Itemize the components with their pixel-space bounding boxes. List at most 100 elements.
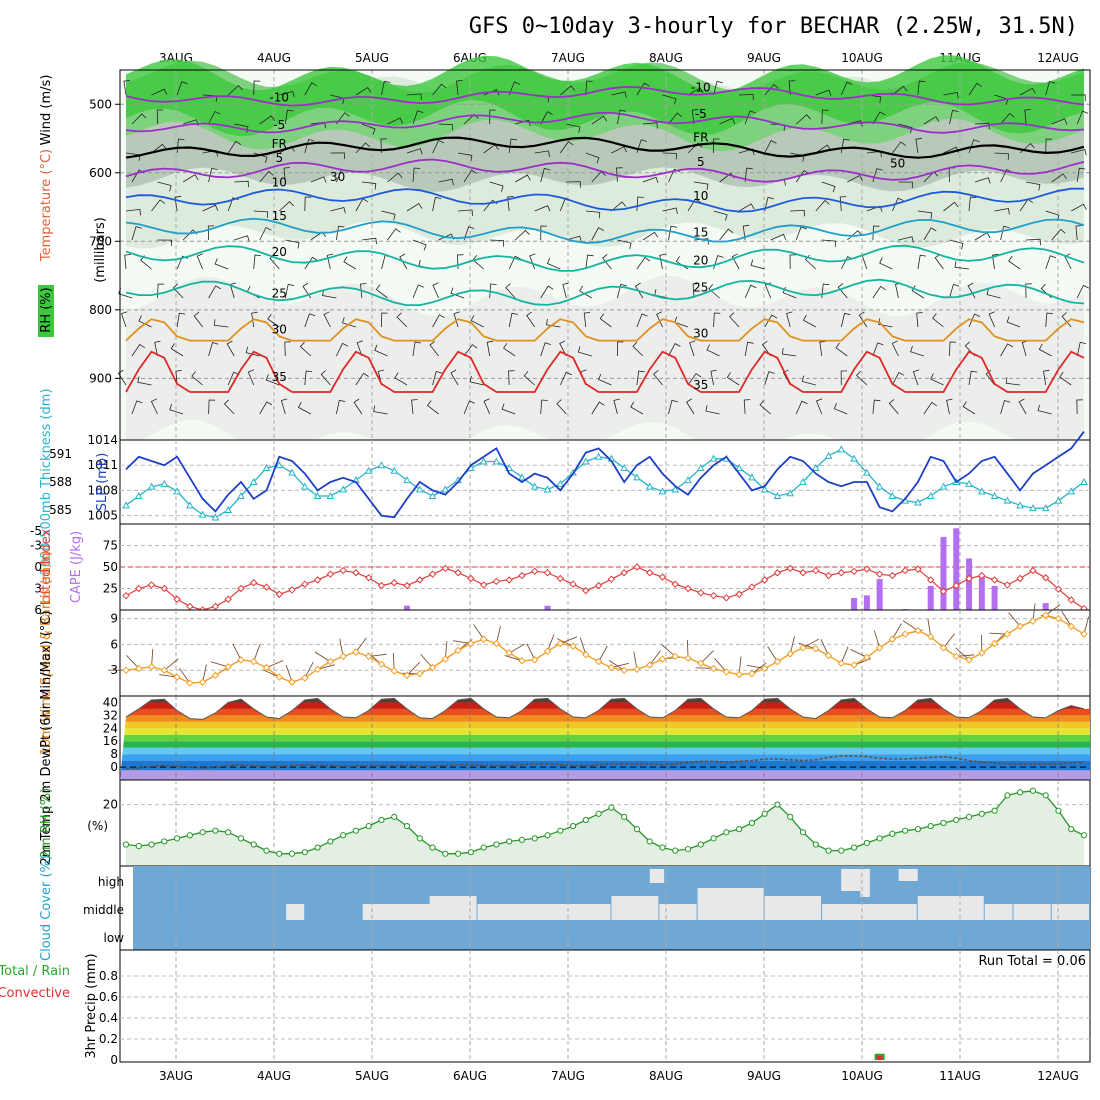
cloud-high-bar-16 <box>860 869 870 897</box>
thickness-point-52 <box>786 489 795 497</box>
cape-tick-2: 75 <box>103 539 118 553</box>
thickness-point-67 <box>977 487 986 495</box>
rh2m-tick-0: 20 <box>103 798 118 812</box>
wind-barb-443 <box>759 400 771 415</box>
cape-bar-65 <box>953 528 960 610</box>
wind-barb-379 <box>1076 341 1087 357</box>
wind-barb-18 <box>585 80 593 96</box>
wind-barb-168 <box>534 205 551 212</box>
wind-barb-383 <box>191 371 203 386</box>
wind-barb-260 <box>934 253 944 270</box>
rh2m-point-0 <box>122 841 130 848</box>
wind-barb-19 <box>611 91 627 98</box>
rh2m-point-44 <box>684 846 692 853</box>
wind-barb-107 <box>915 137 922 154</box>
wind10m-point-72 <box>1041 611 1050 619</box>
thickness-point-0 <box>122 501 130 509</box>
thickness-point-25 <box>441 485 450 493</box>
wind-barb-357 <box>503 342 516 357</box>
wind-barb-341 <box>1061 312 1072 328</box>
wind-barb-425 <box>297 401 311 415</box>
slp-axis-label: SLP (mb) <box>95 453 110 512</box>
wind-barb-328 <box>729 312 740 328</box>
wind-barb-13 <box>456 80 463 96</box>
dewpoint-line <box>125 754 1085 770</box>
temperature-contour-label-2-1: FR <box>693 130 708 144</box>
wind-barb-280 <box>489 283 497 299</box>
rh2m-point-69 <box>1004 792 1011 799</box>
rh2m-point-65 <box>953 816 960 824</box>
temperature-contour-label-1-1: -5 <box>695 107 707 121</box>
rh2m-point-9 <box>237 835 245 842</box>
wind-barb-261 <box>954 261 970 270</box>
lifted-index-point-67 <box>978 571 986 580</box>
temperature-contour-3 <box>125 158 1085 183</box>
rh2m-point-71 <box>1029 787 1037 794</box>
cloud-high-label: high <box>98 875 124 889</box>
wind-barb-437 <box>613 398 620 415</box>
temperature-contour-2 <box>125 136 1085 159</box>
wind-barb-259 <box>917 254 927 270</box>
wind-barb-118 <box>234 180 249 188</box>
wind-barb-304 <box>120 311 128 328</box>
wind-barb-372 <box>891 340 899 357</box>
wind-barb-70 <box>949 109 959 125</box>
slp-axes: 1005 1008 1011 1014 585 588 591 <box>49 433 118 523</box>
wind-barb-93 <box>559 141 574 154</box>
wind10m-point-2 <box>147 663 156 671</box>
lifted-index-point-46 <box>709 591 718 600</box>
wind-barb-364 <box>689 340 696 357</box>
rh2m-axis: 20 (%) <box>87 798 118 833</box>
wind-barb-451 <box>962 401 976 415</box>
cloud-low-label: low <box>104 931 125 945</box>
cloud-grid <box>175 866 1059 950</box>
wind-barb-389 <box>355 372 369 386</box>
wind10m-point-34 <box>556 639 565 648</box>
wind-barb-393 <box>450 369 459 386</box>
thickness-point-33 <box>543 485 552 493</box>
slp-line <box>125 431 1085 519</box>
precip-axis: 0 0.2 0.4 0.6 0.8 <box>99 969 118 1067</box>
wind10m-barb-14 <box>304 661 314 679</box>
wind-barb-346 <box>226 340 235 357</box>
temperature-contour-label-4-0: 10 <box>272 175 287 189</box>
rh2m-point-55 <box>825 847 832 854</box>
wind-barb-158 <box>279 201 294 212</box>
wind-barb-152 <box>125 208 141 216</box>
temperature-contour-4 <box>125 187 1084 213</box>
wind-barb-391 <box>394 372 408 386</box>
rh2m-point-72 <box>1042 792 1049 799</box>
wind10m-point-17 <box>339 652 347 661</box>
thickness-point-64 <box>939 482 948 490</box>
date-label-top-9aug: 9AUG <box>747 51 781 65</box>
cape-axis-label: CAPE (J/kg) <box>69 531 84 603</box>
thickness-point-8 <box>224 505 233 513</box>
wind-barb-150 <box>1051 173 1067 183</box>
lifted-index-point-20 <box>377 581 386 590</box>
temp-dewpoint-series <box>120 696 1090 780</box>
wind-barb-396 <box>523 371 535 386</box>
thickness-point-2 <box>147 482 156 490</box>
wind-barb-327 <box>713 312 721 328</box>
wind-barb-352 <box>374 344 388 357</box>
rh2m-point-41 <box>646 838 653 845</box>
temperature-contour-5 <box>125 217 1085 244</box>
wind-barb-239 <box>399 253 408 270</box>
wind10m-barb-54 <box>798 642 816 650</box>
wind-barb-60 <box>691 108 699 125</box>
cape-bar-67 <box>978 577 985 610</box>
wind10m-barb-56 <box>840 646 849 664</box>
rh2m-point-35 <box>569 822 577 830</box>
lifted-index-point-30 <box>505 576 513 584</box>
wind-barb-178 <box>790 209 805 217</box>
wind10m-point-68 <box>990 639 999 648</box>
wind10m-point-49 <box>748 669 756 678</box>
wind-barb-112 <box>1045 138 1053 154</box>
temperature-contour-label-8-0: 30 <box>272 322 287 336</box>
wind-barb-184 <box>943 201 959 212</box>
li-tick-0: -5 <box>30 524 42 538</box>
wind-barb-149 <box>1026 181 1041 191</box>
wind-barb-301 <box>1025 283 1032 299</box>
